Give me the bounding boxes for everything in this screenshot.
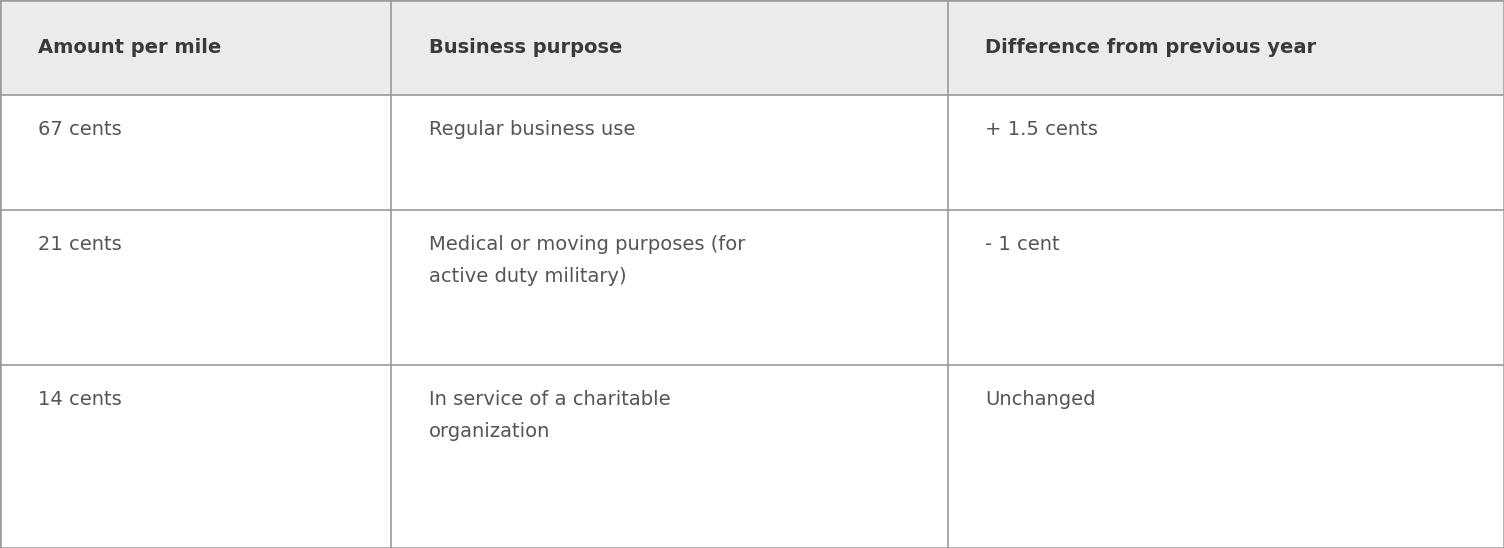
Text: + 1.5 cents: + 1.5 cents (985, 119, 1098, 139)
Bar (948, 0, 1504, 95)
Bar (391, 365, 948, 530)
Bar (0, 0, 391, 95)
Bar (948, 365, 1504, 530)
Bar (948, 210, 1504, 365)
Text: 14 cents: 14 cents (38, 390, 122, 409)
Bar (0, 365, 391, 530)
Text: In service of a charitable
organization: In service of a charitable organization (429, 390, 671, 441)
Text: 21 cents: 21 cents (38, 235, 122, 254)
Text: Amount per mile: Amount per mile (38, 38, 221, 57)
Bar (391, 95, 948, 210)
Bar (0, 95, 391, 210)
Bar (0, 210, 391, 365)
Bar (391, 210, 948, 365)
Text: Regular business use: Regular business use (429, 119, 635, 139)
Text: Unchanged: Unchanged (985, 390, 1095, 409)
Text: Business purpose: Business purpose (429, 38, 623, 57)
Text: Medical or moving purposes (for
active duty military): Medical or moving purposes (for active d… (429, 235, 744, 286)
Text: Difference from previous year: Difference from previous year (985, 38, 1316, 57)
Text: 67 cents: 67 cents (38, 119, 122, 139)
Text: - 1 cent: - 1 cent (985, 235, 1060, 254)
Bar (391, 0, 948, 95)
Bar (948, 95, 1504, 210)
